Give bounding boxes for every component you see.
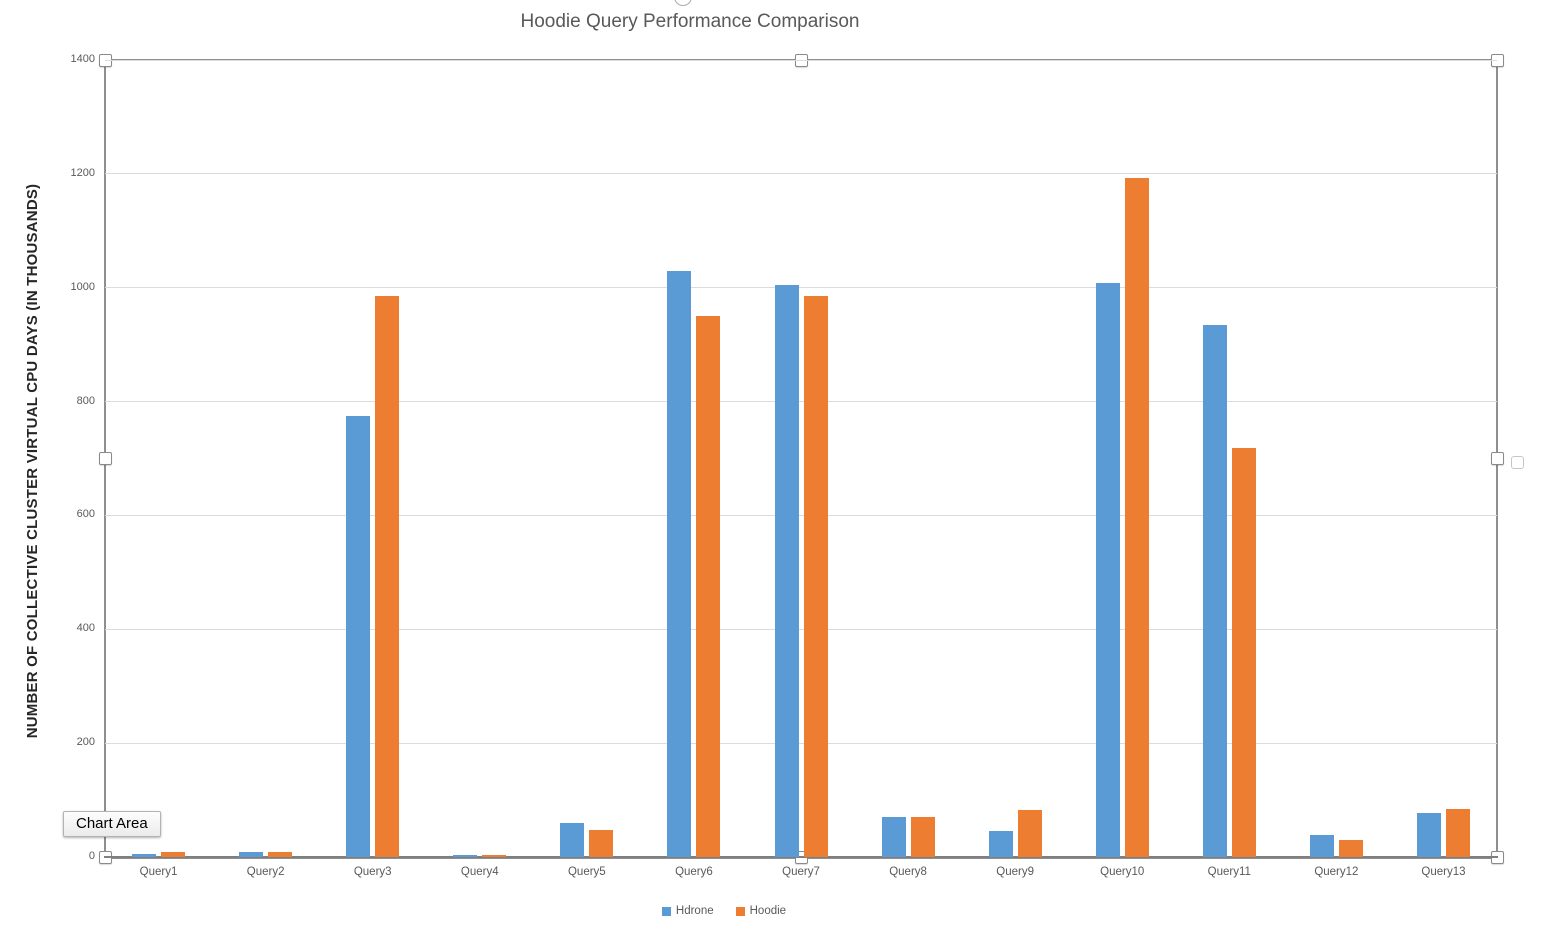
legend-swatch-hdrone: [661, 906, 671, 916]
bar-hoodie-query8[interactable]: [910, 817, 935, 857]
legend-item-hdrone[interactable]: Hdrone: [661, 905, 714, 917]
bar-hoodie-query2[interactable]: [268, 852, 293, 857]
x-axis-category-label: Query3: [353, 866, 392, 878]
x-axis-category-label: Query11: [1207, 866, 1251, 878]
x-axis-category-label: Query4: [460, 866, 499, 878]
x-axis-line: [104, 856, 1498, 858]
bar-hdrone-query7[interactable]: [774, 284, 799, 857]
bar-hoodie-query10[interactable]: [1124, 178, 1149, 857]
bar-hdrone-query6[interactable]: [667, 270, 692, 857]
bar-hdrone-query2[interactable]: [239, 852, 264, 857]
bar-hoodie-query12[interactable]: [1338, 839, 1363, 857]
bar-hdrone-query11[interactable]: [1202, 324, 1227, 857]
x-axis-category-label: Query7: [782, 866, 820, 878]
y-axis-tick-label: 600: [76, 508, 95, 521]
gridline: [105, 287, 1497, 289]
y-axis-tick-label: 800: [76, 394, 95, 407]
bar-hoodie-query4[interactable]: [482, 854, 507, 857]
legend: Hdrone Hoodie: [0, 905, 1448, 917]
bar-hdrone-query9[interactable]: [988, 831, 1013, 857]
bar-hoodie-query1[interactable]: [161, 852, 186, 857]
bar-hdrone-query8[interactable]: [881, 817, 906, 857]
bar-hoodie-query9[interactable]: [1017, 809, 1042, 857]
legend-label: Hoodie: [749, 905, 787, 917]
bar-hdrone-query12[interactable]: [1309, 834, 1334, 857]
x-axis-category-label: Query12: [1314, 866, 1359, 878]
x-axis-category-label: Query5: [567, 866, 606, 878]
y-axis-tick-label: 1200: [70, 166, 95, 179]
y-axis-tick-label: 1000: [70, 280, 95, 293]
y-axis-tick-label: 400: [76, 622, 95, 635]
bar-hoodie-query6[interactable]: [696, 316, 721, 857]
gridline: [105, 628, 1497, 630]
y-axis-tick-label: 1400: [70, 53, 95, 65]
selection-handle-mid-left[interactable]: [98, 452, 112, 465]
legend-swatch-hoodie: [735, 906, 745, 916]
bar-hoodie-query13[interactable]: [1445, 808, 1470, 857]
bar-hdrone-query4[interactable]: [453, 854, 478, 857]
gridline: [105, 173, 1497, 175]
y-axis-tick-label: 200: [76, 736, 95, 749]
chart-area-tooltip: Chart Area: [63, 811, 161, 837]
bar-hdrone-query13[interactable]: [1416, 813, 1441, 857]
bar-hoodie-query3[interactable]: [375, 296, 400, 857]
bar-hdrone-query5[interactable]: [560, 822, 585, 857]
bar-hoodie-query7[interactable]: [803, 296, 828, 857]
x-axis-category-label: Query6: [675, 866, 713, 878]
x-axis-category-label: Query8: [889, 866, 927, 878]
selection-handle-mid-right[interactable]: [1490, 452, 1504, 465]
x-axis-category-label: Query9: [996, 866, 1034, 878]
bar-hoodie-query5[interactable]: [589, 829, 614, 857]
gridline: [105, 401, 1497, 403]
y-axis-title[interactable]: NUMBER OF COLLECTIVE CLUSTER VIRTUAL CPU…: [24, 183, 41, 739]
rotate-handle-icon[interactable]: [674, 0, 692, 6]
y-axis-tick-label: 0: [88, 850, 95, 862]
gridline: [105, 514, 1497, 516]
bar-hdrone-query1[interactable]: [132, 854, 157, 857]
gridline: [105, 59, 1497, 61]
gridline: [105, 742, 1497, 744]
legend-item-hoodie[interactable]: Hoodie: [735, 905, 787, 917]
bar-hdrone-query3[interactable]: [346, 415, 371, 857]
plot-selection-frame: [104, 59, 1498, 859]
bar-hdrone-query10[interactable]: [1095, 283, 1120, 857]
legend-label: Hdrone: [675, 905, 714, 917]
x-axis-category-label: Query1: [139, 866, 178, 878]
outer-selection-handle[interactable]: [1511, 456, 1524, 469]
chart-title[interactable]: Hoodie Query Performance Comparison: [520, 11, 860, 32]
x-axis-category-label: Query10: [1100, 866, 1145, 878]
bar-hoodie-query11[interactable]: [1231, 448, 1256, 857]
x-axis-category-label: Query2: [246, 866, 285, 878]
x-axis-category-label: Query13: [1421, 866, 1466, 878]
